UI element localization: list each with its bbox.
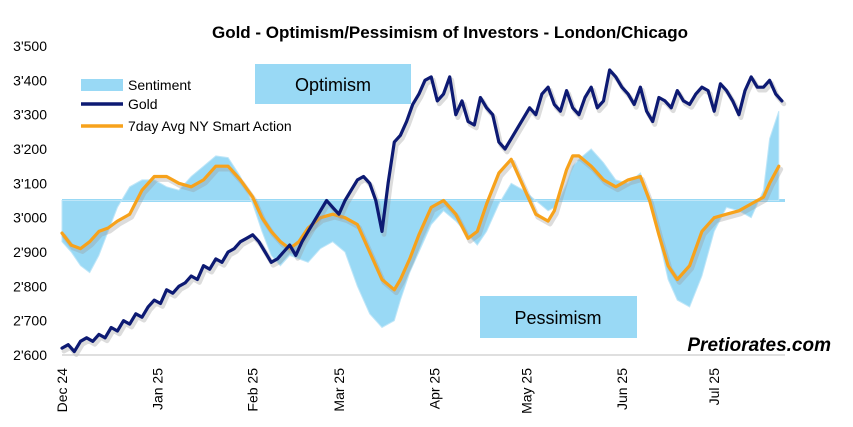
x-tick-label: Apr 25 [426, 368, 442, 409]
legend-gold-label: Gold [128, 96, 158, 112]
y-tick-label: 2'900 [13, 244, 47, 260]
chart-title: Gold - Optimism/Pessimism of Investors -… [212, 23, 688, 42]
x-axis: Dec 24 Jan 25 Feb 25 Mar 25 Apr 25 May 25 Jun … [54, 354, 785, 414]
y-tick-label: 2'700 [13, 313, 47, 329]
y-tick-label: 2'800 [13, 278, 47, 294]
legend: Sentiment Gold 7day Avg NY Smart Action [81, 77, 292, 134]
x-tick-label: Feb 25 [245, 368, 261, 412]
x-tick-label: Mar 25 [331, 368, 347, 412]
legend-smart-action-label: 7day Avg NY Smart Action [128, 118, 292, 134]
gold-line [60, 68, 784, 354]
smart-action-line-layer [60, 154, 784, 296]
x-tick-label: Dec 24 [54, 368, 70, 413]
y-tick-label: 3'400 [13, 72, 47, 88]
y-tick-label: 3'100 [13, 175, 47, 191]
region-labels-layer: Optimism Pessimism [255, 64, 637, 338]
optimism-label: Optimism [295, 75, 371, 95]
y-tick-label: 3'200 [13, 141, 47, 157]
optimism-box [255, 64, 411, 104]
y-tick-label: 3'000 [13, 210, 47, 226]
x-tick-label: May 25 [519, 368, 535, 414]
y-tick-label: 2'600 [13, 347, 47, 363]
pessimism-box [480, 296, 637, 338]
x-tick-label: Jun 25 [614, 368, 630, 410]
legend-sentiment-label: Sentiment [128, 77, 191, 93]
brand-label: Pretiorates.com [687, 335, 831, 356]
x-tick-label: Jan 25 [149, 368, 165, 410]
gold-line-shadow [61, 70, 787, 357]
y-tick-label: 3'300 [13, 107, 47, 123]
smart-action-line [60, 154, 781, 292]
sentiment-area-layer [61, 111, 785, 329]
gold-line-layer [60, 68, 787, 357]
sentiment-area [62, 111, 779, 328]
sentiment-area-edge [61, 111, 780, 329]
x-tick-label: Jul 25 [706, 368, 722, 406]
pessimism-label: Pessimism [514, 308, 601, 328]
y-axis: 2'600 2'700 2'800 2'900 3'000 3'100 3'200 3'300… [13, 38, 47, 363]
y-tick-label: 3'500 [13, 38, 47, 54]
legend-sentiment-swatch [81, 79, 123, 91]
